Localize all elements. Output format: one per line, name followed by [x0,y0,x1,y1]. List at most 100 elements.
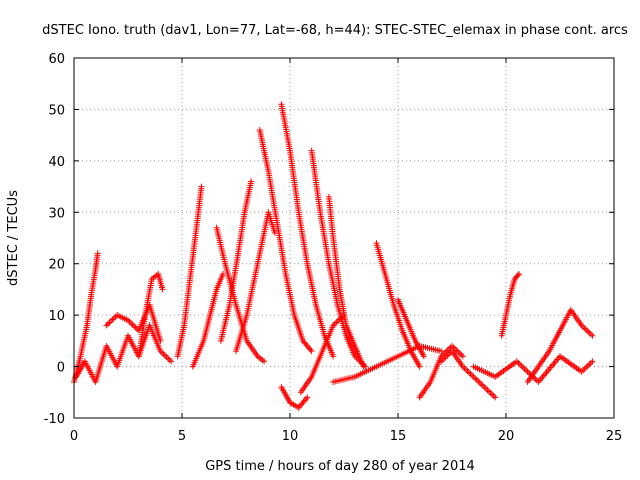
y-tick-label: 40 [48,155,65,170]
data-point [129,321,136,328]
y-axis-label: dSTEC / TECUs [6,190,21,286]
series-7 [213,224,268,365]
y-tick-label: 20 [48,258,65,273]
chart-title: dSTEC Iono. truth (dav1, Lon=77, Lat=-68… [42,23,628,38]
data-point [475,378,482,385]
y-tick-label: 50 [48,103,65,118]
x-tick-label: 5 [178,429,186,444]
data-point [307,346,314,353]
series-14 [297,312,347,396]
data-point [478,381,485,388]
data-point [94,250,101,257]
data-point [515,359,522,366]
series-10 [278,101,337,360]
data-point [484,387,491,394]
data-point [583,326,590,333]
data-point [482,385,489,392]
x-tick-label: 10 [282,429,299,444]
data-point [587,331,594,338]
y-tick-label: 30 [48,206,65,221]
data-point [476,379,483,386]
plot-frame [73,57,615,419]
data-point [486,388,493,395]
data-point [165,355,172,362]
axis-ticks: 0 5 10 15 20 25 -10 0 10 20 30 40 50 60 [44,52,623,444]
data-point [449,343,455,349]
data-point [168,358,175,365]
data-point [337,315,344,322]
series-13 [325,193,367,370]
grid-lines [74,58,614,418]
data-point [489,391,496,398]
data-point [163,354,170,361]
data-point [581,325,588,332]
data-point [584,328,591,335]
x-axis-label: GPS time / hours of day 280 of year 2014 [205,459,475,474]
x-tick-label: 20 [498,429,515,444]
data-point [586,361,593,368]
data-point [106,319,113,326]
data-point [198,183,205,190]
data-point [519,364,526,371]
data-point [459,353,466,360]
data-point [261,358,268,365]
data-point [467,370,474,377]
data-point [416,363,423,370]
data-point [341,312,347,319]
data-point [490,392,497,399]
x-tick-label: 15 [390,429,407,444]
data-point [492,394,499,401]
series-11 [278,384,311,411]
series-4 [174,183,205,360]
data-point [583,364,590,371]
data-point [132,324,139,331]
data-point [589,332,596,339]
data-point [481,384,488,391]
data-point [160,351,167,358]
series-19 [438,348,499,401]
data-point [589,358,596,365]
data-point [514,272,521,279]
data-point [166,356,173,363]
series-5 [189,271,227,370]
series-18 [416,343,466,401]
data-point [248,178,255,185]
data-point [524,368,531,375]
data-point [450,344,457,351]
data-point [587,359,594,366]
data-point [456,350,463,357]
data-point [470,373,477,380]
series-17 [395,296,427,360]
data-point [586,329,593,336]
data-point [360,363,367,370]
data-point [438,348,445,355]
data-point [462,366,469,373]
data-point [515,271,522,277]
x-tick-label: 0 [70,429,78,444]
series-3 [135,271,166,360]
data-point [303,395,310,402]
data-point [518,362,525,369]
data-point [304,394,311,401]
y-tick-label: 60 [48,52,65,67]
series-15 [330,343,445,385]
data-point [461,365,468,372]
data-point [330,353,337,360]
data-point [458,351,465,358]
data-point [580,367,587,374]
data-point [465,369,472,376]
data-point [112,313,119,320]
y-tick-label: 0 [57,361,65,376]
x-tick-label: 25 [606,429,623,444]
data-point [469,372,476,379]
data-points [71,101,596,411]
data-point [472,375,479,382]
data-point [128,320,135,327]
series-16 [373,240,423,370]
series-12 [308,147,369,370]
series-22 [524,307,596,385]
y-tick-label: -10 [44,412,65,427]
data-point [333,319,340,326]
series-8 [233,209,278,355]
